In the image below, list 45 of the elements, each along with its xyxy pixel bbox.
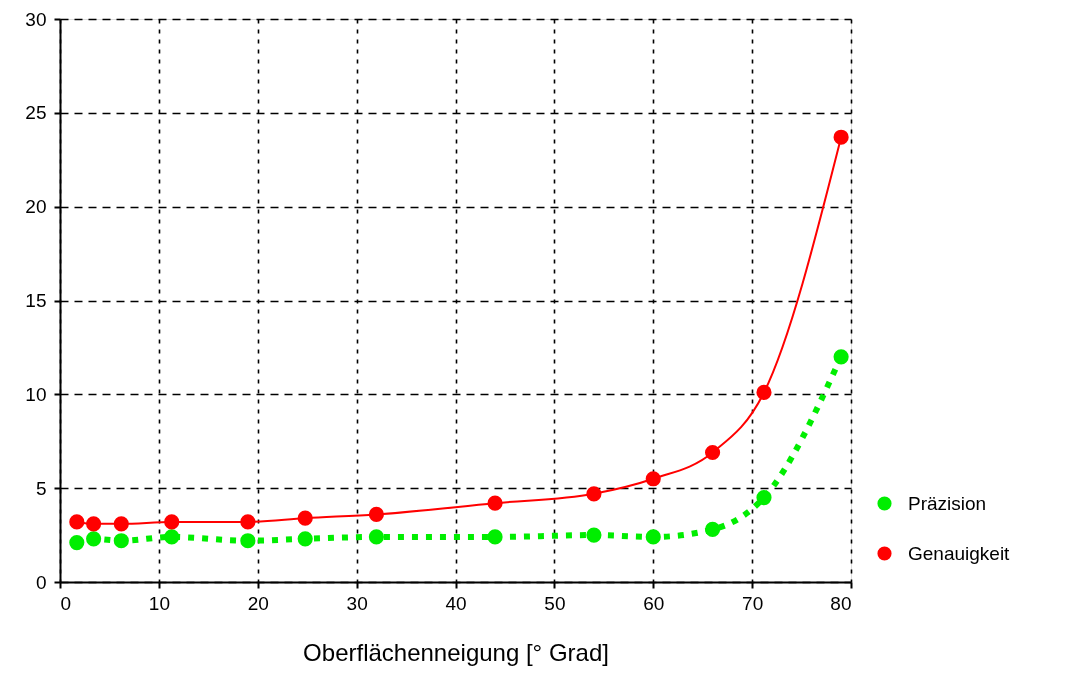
legend-label: Präzision [908,492,987,514]
y-tick-label: 25 [25,102,47,124]
point [833,129,849,145]
point [487,495,503,511]
point [833,349,849,365]
y-tick-label: 15 [25,290,47,311]
x-axis-title: Oberflächenneigung [° Grad] [303,638,609,666]
point [164,529,180,545]
y-tick-label: 5 [35,477,47,499]
point [586,527,602,543]
point [756,384,772,401]
point [113,516,129,532]
point [645,471,661,487]
point [86,516,102,532]
y-tick-label: 30 [25,8,47,30]
point [586,486,602,502]
point [756,489,772,506]
point [645,529,661,545]
x-tick-label: 70 [742,592,764,614]
point [297,531,313,547]
x-tick-label: 60 [643,592,665,614]
x-tick-label: 10 [148,592,170,614]
legend-label: Genauigkeit [908,542,1011,564]
point [69,514,85,530]
x-tick-label: 50 [544,592,566,614]
point [368,506,384,523]
x-tick-label: 20 [247,592,269,614]
point [704,521,721,538]
point [240,514,256,530]
x-tick-label: 80 [830,592,852,614]
point [240,533,256,549]
x-tick-label: 40 [445,592,467,614]
y-tick-label: 20 [25,196,47,218]
point [69,535,85,551]
point [86,531,102,547]
y-tick-label: 0 [35,571,47,593]
point [164,514,180,530]
point [368,529,384,545]
point [113,533,129,549]
point [704,444,721,461]
point [297,510,313,526]
point [487,529,503,545]
x-tick-label: 30 [346,592,368,614]
y-tick-label: 10 [25,383,47,405]
x-tick-label: 0 [60,592,72,614]
